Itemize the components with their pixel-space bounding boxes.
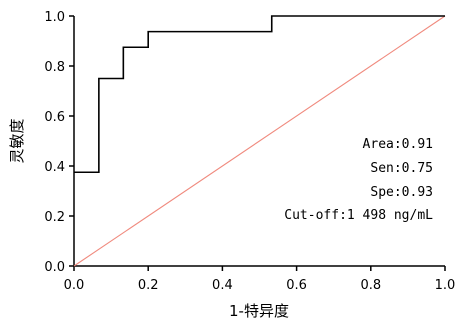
reference-diagonal-line bbox=[73, 15, 446, 267]
roc-curve-line bbox=[74, 15, 445, 174]
annotation-cutoff: Cut-off:1 498 ng/mL bbox=[284, 208, 433, 223]
axes: 0.0 0.2 0.4 0.6 0.8 1.0 0.0 0.2 0.4 0.6 0.8 1.0 bbox=[44, 10, 455, 293]
x-tick-label: 0.2 bbox=[138, 278, 159, 293]
x-tick-label: 0.8 bbox=[360, 278, 381, 293]
y-tick-label: 0.4 bbox=[44, 160, 65, 175]
y-tick-label: 0.0 bbox=[44, 260, 65, 275]
x-tick-label: 0.0 bbox=[64, 278, 85, 293]
annotation-sen: Sen:0.75 bbox=[370, 161, 433, 176]
x-tick-label: 1.0 bbox=[435, 278, 456, 293]
series-layer bbox=[73, 15, 446, 267]
y-tick-label: 0.6 bbox=[44, 110, 65, 125]
y-tick-label: 0.2 bbox=[44, 210, 65, 225]
x-tick-label: 0.4 bbox=[212, 278, 233, 293]
annotation-area: Area:0.91 bbox=[363, 137, 433, 152]
x-axis-title: 1-特异度 bbox=[229, 302, 289, 320]
annotations: Area:0.91 Sen:0.75 Spe:0.93 Cut-off:1 49… bbox=[284, 137, 433, 223]
y-tick-label: 1.0 bbox=[44, 10, 65, 25]
x-tick-label: 0.6 bbox=[286, 278, 307, 293]
y-tick-label: 0.8 bbox=[44, 60, 65, 75]
y-axis-title: 灵敏度 bbox=[8, 118, 26, 163]
annotation-spe: Spe:0.93 bbox=[370, 185, 433, 200]
